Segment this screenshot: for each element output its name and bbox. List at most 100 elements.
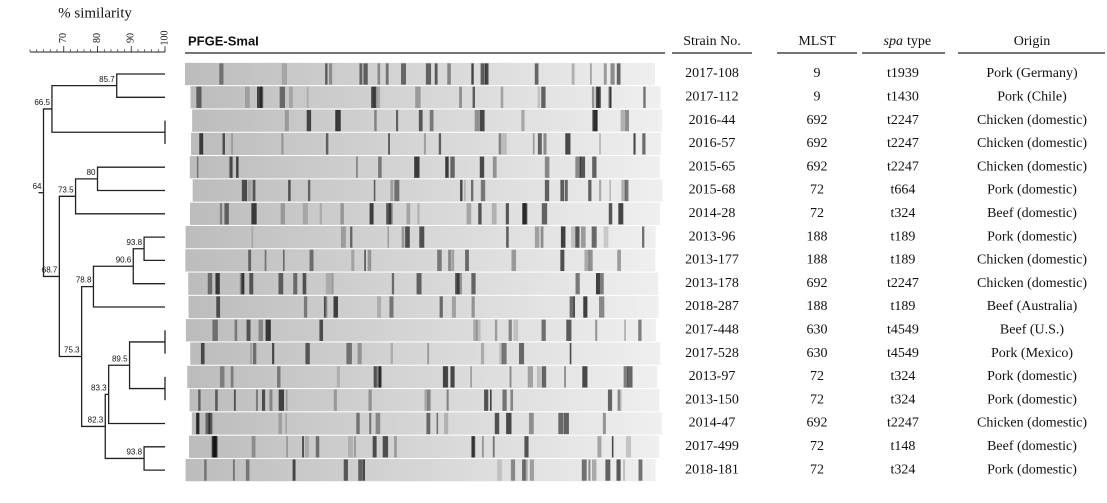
gel-band [209,413,213,434]
gel-band [197,157,199,178]
gel-band [426,63,431,84]
gel-band [344,459,348,480]
gel-band [633,133,635,154]
gel-band [533,133,535,154]
table-cell: t2247 [887,159,919,174]
gel-band [499,133,501,154]
gel-band [443,366,448,387]
gel-band [592,459,596,480]
gel-band [440,296,443,317]
gel-lane [187,366,657,388]
gel-band [523,203,527,224]
gel-band [201,343,205,364]
gel-band [374,180,376,201]
gel-band [310,250,314,271]
gel-band [501,87,504,108]
gel-band [303,203,308,224]
gel-band [424,133,426,154]
dendrogram-branch [52,86,165,133]
gel-band [639,459,643,480]
gel-band [308,180,310,201]
gel-band [605,459,610,480]
gel-band [535,63,539,84]
gel-band [617,63,621,84]
gel-band [570,343,572,364]
gel-band [452,296,456,317]
gel-band [307,87,309,108]
gel-band [519,343,524,364]
gel-band [417,203,419,224]
gel-band [278,273,283,294]
gel-band [560,180,564,201]
dendrogram-branch [98,167,166,190]
gel-band [402,226,405,247]
gel-band [249,273,253,294]
table-cell: 2017-108 [685,66,739,81]
gel-band [370,203,374,224]
gel-band [219,63,223,84]
lane-background [188,273,658,295]
gel-band [356,413,359,434]
gel-band [582,459,587,480]
table-cell: Pork (domestic) [987,369,1077,384]
gel-band [324,296,326,317]
gel-band [278,413,282,434]
lane-background [185,63,655,85]
table-cell: 9 [814,90,821,105]
gel-lane [190,389,660,411]
tick-label: 100 [159,31,170,46]
table-cell: t1939 [887,66,919,81]
tick-label: 80 [92,33,103,43]
table-cell: 188 [807,253,828,268]
gel-band [223,133,225,154]
gel-band [247,320,251,341]
gel-band [626,436,631,457]
gel-band [378,157,381,178]
gel-band [473,87,475,108]
table-cell: Beef (domestic) [987,439,1077,454]
gel-band [510,366,512,387]
gel-band [304,296,307,317]
gel-lane [191,133,661,155]
table-cell: 2016-44 [689,113,736,128]
gel-lane [189,296,659,318]
gel-band [204,459,206,480]
lane-background [192,109,662,131]
gel-band [475,110,479,131]
table-cell: 692 [807,276,828,291]
gel-band [604,226,609,247]
dendrogram-branch [76,179,165,214]
gel-band [288,180,290,201]
lane-background [190,156,660,178]
gel-band [511,250,516,271]
gel-band [377,296,381,317]
gel-band [231,133,233,154]
gel-band [624,366,628,387]
gel-band [575,226,579,247]
gel-band [444,413,448,434]
gel-band [248,250,251,271]
gel-band [497,459,502,480]
gel-band [572,63,575,84]
dendrogram-branch [44,109,60,276]
gel-band [459,87,462,108]
gel-band [281,133,283,154]
gel-lane [185,249,655,271]
table-cell: Pork (domestic) [987,183,1077,198]
gel-band [535,226,540,247]
table-cell: 72 [810,439,824,454]
table-cell: Beef (Australia) [987,299,1078,314]
gel-band [514,320,519,341]
table-cell: 2017-499 [685,439,739,454]
gel-band [302,436,304,457]
gel-band [215,390,218,411]
gel-band [480,157,484,178]
gel-band [595,320,597,341]
table-cell: 2018-287 [685,299,739,314]
gel-band [624,320,626,341]
node-label: 80 [87,168,96,177]
gel-band [430,110,434,131]
gel-band [231,366,234,387]
gel-band [612,436,614,457]
gel-band [329,63,332,84]
